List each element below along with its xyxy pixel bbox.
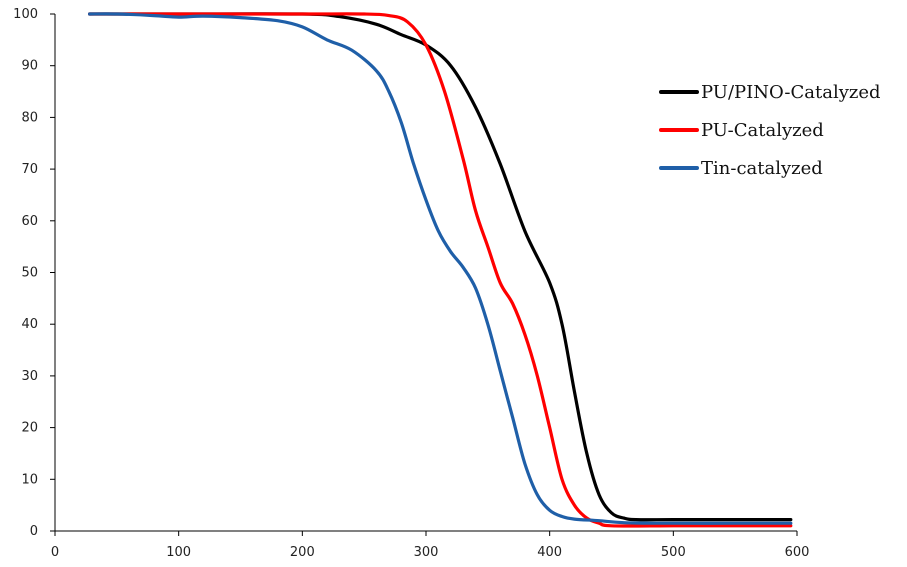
- legend-label-pu-catalyzed: PU-Catalyzed: [701, 120, 824, 141]
- series-lines: [88, 12, 793, 528]
- y-tick-label: 60: [21, 214, 38, 229]
- y-tick-label: 30: [21, 369, 38, 384]
- x-tick-label: 500: [661, 545, 686, 560]
- x-tick-label: 200: [290, 545, 315, 560]
- y-tick-label: 20: [21, 421, 38, 436]
- series-line-pu-catalyzed: [88, 12, 793, 528]
- y-tick-label: 100: [13, 7, 38, 22]
- x-tick-label: 400: [537, 545, 562, 560]
- y-tick-label: 90: [21, 59, 38, 74]
- legend-label-pu-pino-catalyzed: PU/PINO-Catalyzed: [701, 82, 881, 103]
- x-tick-label: 300: [414, 545, 439, 560]
- legend: PU/PINO-Catalyzed PU-Catalyzed Tin-catalyz…: [659, 82, 881, 179]
- legend-label-tin-catalyzed: Tin-catalyzed: [701, 158, 823, 179]
- series-line-pu-pino-catalyzed: [88, 12, 793, 522]
- x-axis-ticks: 0 100 200 300 400 500 600: [51, 531, 810, 560]
- series-line-tin-catalyzed: [88, 12, 793, 525]
- y-tick-label: 0: [30, 524, 38, 539]
- y-tick-label: 80: [21, 110, 38, 125]
- y-tick-label: 70: [21, 162, 38, 177]
- x-tick-label: 100: [166, 545, 191, 560]
- y-tick-label: 40: [21, 317, 38, 332]
- y-tick-label: 50: [21, 266, 38, 281]
- x-tick-label: 600: [785, 545, 810, 560]
- y-tick-label: 10: [21, 472, 38, 487]
- x-tick-label: 0: [51, 545, 59, 560]
- y-axis-ticks: 0 10 20 30 40 50 60 70 80 90 100: [13, 7, 55, 539]
